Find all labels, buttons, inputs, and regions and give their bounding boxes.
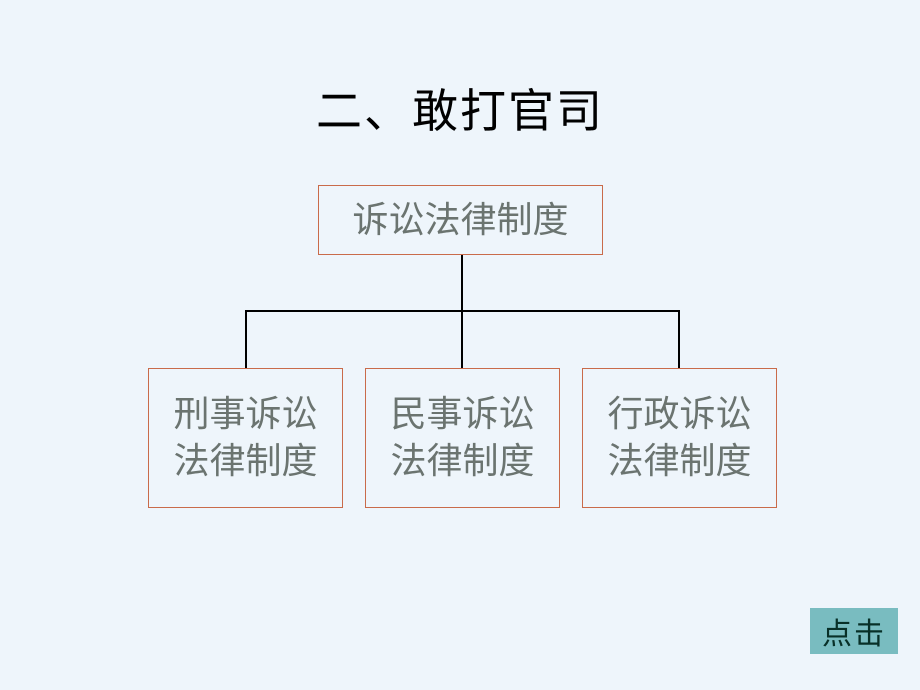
child-node-3: 行政诉讼 法律制度 [582, 368, 777, 508]
click-button[interactable]: 点击 [810, 608, 898, 654]
connector-to-child-2 [461, 310, 463, 368]
connector-root-down [461, 255, 463, 310]
slide-canvas: 二、敢打官司 诉讼法律制度 刑事诉讼 法律制度 民事诉讼 法律制度 行政诉讼 法… [0, 0, 920, 690]
child-node-2: 民事诉讼 法律制度 [365, 368, 560, 508]
click-button-label: 点击 [822, 609, 886, 653]
root-node: 诉讼法律制度 [318, 185, 603, 255]
child-2-line2: 法律制度 [390, 438, 534, 485]
child-1-line2: 法律制度 [173, 438, 317, 485]
child-3-line2: 法律制度 [607, 438, 751, 485]
child-2-line1: 民事诉讼 [390, 391, 534, 438]
connector-to-child-1 [245, 310, 247, 368]
root-node-label: 诉讼法律制度 [352, 197, 568, 244]
slide-title: 二、敢打官司 [0, 75, 920, 141]
child-3-line1: 行政诉讼 [607, 391, 751, 438]
connector-to-child-3 [678, 310, 680, 368]
child-1-line1: 刑事诉讼 [173, 391, 317, 438]
child-node-1: 刑事诉讼 法律制度 [148, 368, 343, 508]
